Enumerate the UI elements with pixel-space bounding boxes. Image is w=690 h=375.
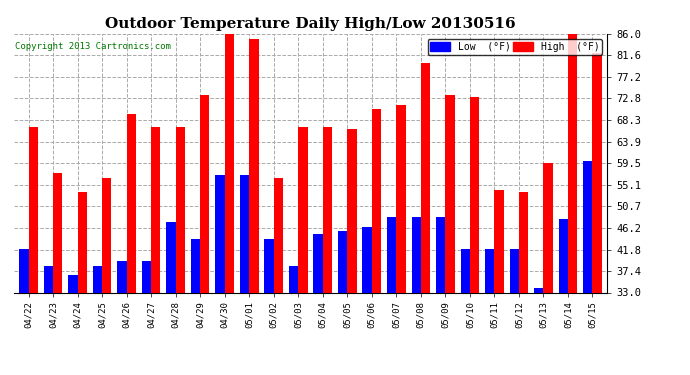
Bar	[215, 176, 225, 292]
Bar	[200, 95, 210, 292]
Bar	[372, 110, 381, 292]
Bar	[43, 266, 53, 292]
Bar	[151, 126, 161, 292]
Bar	[77, 192, 87, 292]
Bar	[510, 249, 519, 292]
Legend: Low  (°F), High  (°F): Low (°F), High (°F)	[428, 39, 602, 55]
Bar	[362, 226, 372, 292]
Bar	[126, 114, 136, 292]
Bar	[92, 266, 102, 292]
Text: Copyright 2013 Cartronics.com: Copyright 2013 Cartronics.com	[15, 42, 171, 51]
Bar	[470, 97, 479, 292]
Bar	[323, 126, 332, 292]
Bar	[338, 231, 347, 292]
Bar	[436, 217, 445, 292]
Bar	[445, 95, 455, 292]
Bar	[559, 219, 568, 292]
Bar	[583, 160, 593, 292]
Bar	[421, 63, 430, 292]
Bar	[298, 126, 308, 292]
Bar	[593, 53, 602, 292]
Bar	[53, 173, 62, 292]
Bar	[519, 192, 529, 292]
Bar	[495, 190, 504, 292]
Title: Outdoor Temperature Daily High/Low 20130516: Outdoor Temperature Daily High/Low 20130…	[105, 17, 516, 31]
Bar	[240, 176, 249, 292]
Bar	[485, 249, 495, 292]
Bar	[19, 249, 28, 292]
Bar	[411, 217, 421, 292]
Bar	[460, 249, 470, 292]
Bar	[568, 34, 578, 292]
Bar	[191, 239, 200, 292]
Bar	[289, 266, 298, 292]
Bar	[274, 178, 283, 292]
Bar	[28, 126, 38, 292]
Bar	[176, 126, 185, 292]
Bar	[117, 261, 126, 292]
Bar	[249, 39, 259, 292]
Bar	[313, 234, 323, 292]
Bar	[387, 217, 396, 292]
Bar	[534, 288, 544, 292]
Bar	[264, 239, 274, 292]
Bar	[68, 275, 77, 292]
Bar	[225, 34, 234, 292]
Bar	[142, 261, 151, 292]
Bar	[166, 222, 176, 292]
Bar	[544, 163, 553, 292]
Bar	[102, 178, 111, 292]
Bar	[396, 105, 406, 292]
Bar	[347, 129, 357, 292]
